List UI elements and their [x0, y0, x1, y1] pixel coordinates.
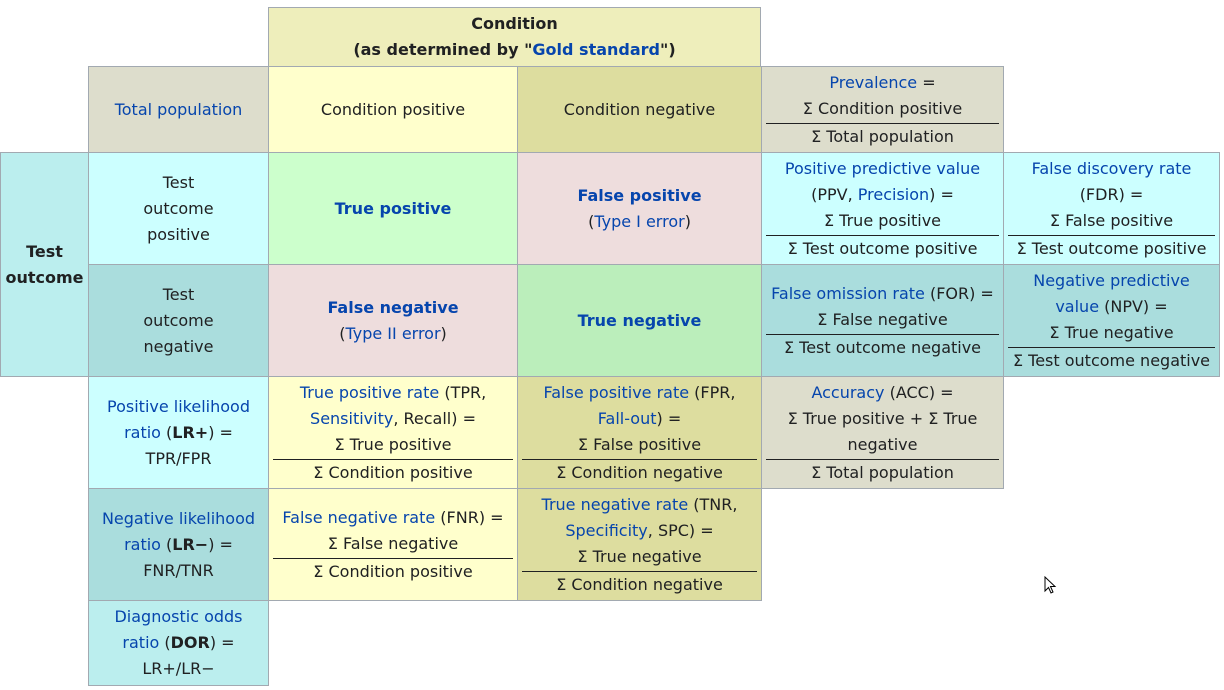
accuracy-cell: Accuracy (ACC) = Σ True positive + Σ Tru… — [761, 376, 1004, 489]
fnr-link[interactable]: False negative rate — [282, 507, 436, 527]
condition-header: Condition (as determined by "Gold standa… — [268, 7, 761, 67]
dor-formula: LR+/LR− — [142, 659, 215, 678]
fnr-formula: False negative rate (FNR) = Σ False nega… — [269, 505, 517, 585]
true-positive-cell: True positive — [268, 152, 518, 265]
test-outcome-line1: Test — [26, 241, 63, 261]
fnr-cell: False negative rate (FNR) = Σ False nega… — [268, 488, 518, 601]
lr-negative-formula: FNR/TNR — [143, 560, 214, 580]
prevalence-cell: Prevalence = Σ Condition positive Σ Tota… — [761, 66, 1004, 153]
npv-formula: Negative predictive value (NPV) = Σ True… — [1004, 268, 1219, 374]
precision-link[interactable]: Precision — [857, 184, 930, 204]
ppv-denominator: Σ Test outcome positive — [766, 234, 999, 262]
npv-link[interactable]: Negative predictive — [1033, 270, 1190, 290]
tpr-denominator: Σ Condition positive — [273, 458, 513, 486]
npv-link-value[interactable]: value — [1055, 296, 1100, 316]
total-population-link[interactable]: Total population — [114, 99, 243, 119]
prevalence-numerator: Σ Condition positive — [802, 98, 963, 118]
fpr-denominator: Σ Condition negative — [522, 458, 757, 486]
false-positive-cell: False positive (Type I error) — [517, 152, 762, 265]
for-cell: False omission rate (FOR) = Σ False nega… — [761, 264, 1004, 377]
type-i-error-link[interactable]: Type I error — [594, 211, 685, 231]
total-population-cell: Total population — [88, 66, 269, 153]
accuracy-link[interactable]: Accuracy — [811, 382, 885, 402]
condition-title: Condition — [471, 14, 558, 33]
for-formula: False omission rate (FOR) = Σ False nega… — [762, 281, 1003, 361]
npv-denominator: Σ Test outcome negative — [1008, 346, 1215, 374]
ppv-link[interactable]: Positive predictive value — [784, 158, 981, 178]
false-negative-cell: False negative (Type II error) — [268, 264, 518, 377]
tnr-numerator: Σ True negative — [577, 546, 702, 566]
fdr-cell: False discovery rate (FDR) = Σ False pos… — [1003, 152, 1220, 265]
lr-positive-cell: Positive likelihood ratio (LR+) = TPR/FP… — [88, 376, 269, 489]
ppv-numerator: Σ True positive — [823, 210, 942, 230]
true-positive-link[interactable]: True positive — [334, 198, 452, 218]
accuracy-denominator: Σ Total population — [766, 458, 999, 486]
npv-cell: Negative predictive value (NPV) = Σ True… — [1003, 264, 1220, 377]
condition-subtitle: (as determined by "Gold standard") — [353, 40, 676, 59]
for-link[interactable]: False omission rate — [771, 283, 925, 303]
lr-negative-cell: Negative likelihood ratio (LR−) = FNR/TN… — [88, 488, 269, 601]
tpr-link[interactable]: True positive rate — [299, 382, 440, 402]
fall-out-link[interactable]: Fall-out — [597, 408, 657, 428]
tpr-formula: True positive rate (TPR, Sensitivity, Re… — [269, 380, 517, 486]
fpr-cell: False positive rate (FPR, Fall-out) = Σ … — [517, 376, 762, 489]
fpr-formula: False positive rate (FPR, Fall-out) = Σ … — [518, 380, 761, 486]
tpr-numerator: Σ True positive — [334, 434, 452, 454]
fnr-numerator: Σ False negative — [327, 533, 459, 553]
true-negative-cell: True negative — [517, 264, 762, 377]
lr-negative-link[interactable]: Negative likelihood — [101, 508, 256, 528]
tpr-cell: True positive rate (TPR, Sensitivity, Re… — [268, 376, 518, 489]
dor-link[interactable]: Diagnostic odds — [114, 607, 243, 626]
fdr-formula: False discovery rate (FDR) = Σ False pos… — [1004, 156, 1219, 262]
type-ii-error-link[interactable]: Type II error — [345, 323, 441, 343]
tnr-link[interactable]: True negative rate — [541, 494, 689, 514]
ppv-formula: Positive predictive value (PPV, Precisio… — [762, 156, 1003, 262]
condition-positive-cell: Condition positive — [268, 66, 518, 153]
lr-positive-link[interactable]: Positive likelihood — [107, 396, 250, 416]
test-outcome-positive-cell: Test outcome positive — [88, 152, 269, 265]
prevalence-formula: Prevalence = Σ Condition positive Σ Tota… — [762, 70, 1003, 150]
lr-positive-formula: TPR/FPR — [145, 448, 212, 468]
mouse-cursor-icon — [1044, 576, 1057, 594]
specificity-link[interactable]: Specificity — [565, 520, 648, 540]
prevalence-link[interactable]: Prevalence — [829, 72, 918, 92]
npv-numerator: Σ True negative — [1049, 322, 1174, 342]
test-outcome-line2: outcome — [5, 267, 84, 287]
dor-cell: Diagnostic odds ratio (DOR) = LR+/LR− — [88, 600, 269, 686]
fpr-link[interactable]: False positive rate — [543, 382, 690, 402]
false-negative-link[interactable]: False negative — [327, 297, 459, 317]
tnr-denominator: Σ Condition negative — [522, 570, 757, 598]
for-numerator: Σ False negative — [817, 309, 948, 329]
condition-negative-cell: Condition negative — [517, 66, 762, 153]
condition-negative-label: Condition negative — [563, 99, 716, 119]
condition-positive-label: Condition positive — [320, 99, 466, 119]
fpr-numerator: Σ False positive — [577, 434, 702, 454]
sensitivity-link[interactable]: Sensitivity — [310, 408, 394, 428]
fdr-denominator: Σ Test outcome positive — [1008, 234, 1215, 262]
ppv-cell: Positive predictive value (PPV, Precisio… — [761, 152, 1004, 265]
gold-standard-link[interactable]: Gold standard — [532, 40, 661, 59]
true-negative-link[interactable]: True negative — [577, 310, 702, 330]
test-outcome-label-cell: Test outcome — [0, 152, 89, 377]
tnr-formula: True negative rate (TNR, Specificity, SP… — [518, 492, 761, 598]
fdr-numerator: Σ False positive — [1049, 210, 1174, 230]
false-positive-link[interactable]: False positive — [577, 185, 702, 205]
fdr-link[interactable]: False discovery rate — [1031, 158, 1192, 178]
tnr-cell: True negative rate (TNR, Specificity, SP… — [517, 488, 762, 601]
prevalence-denominator: Σ Total population — [766, 122, 999, 150]
fnr-denominator: Σ Condition positive — [273, 557, 513, 585]
for-denominator: Σ Test outcome negative — [766, 333, 999, 361]
accuracy-formula: Accuracy (ACC) = Σ True positive + Σ Tru… — [762, 380, 1003, 486]
test-outcome-negative-cell: Test outcome negative — [88, 264, 269, 377]
